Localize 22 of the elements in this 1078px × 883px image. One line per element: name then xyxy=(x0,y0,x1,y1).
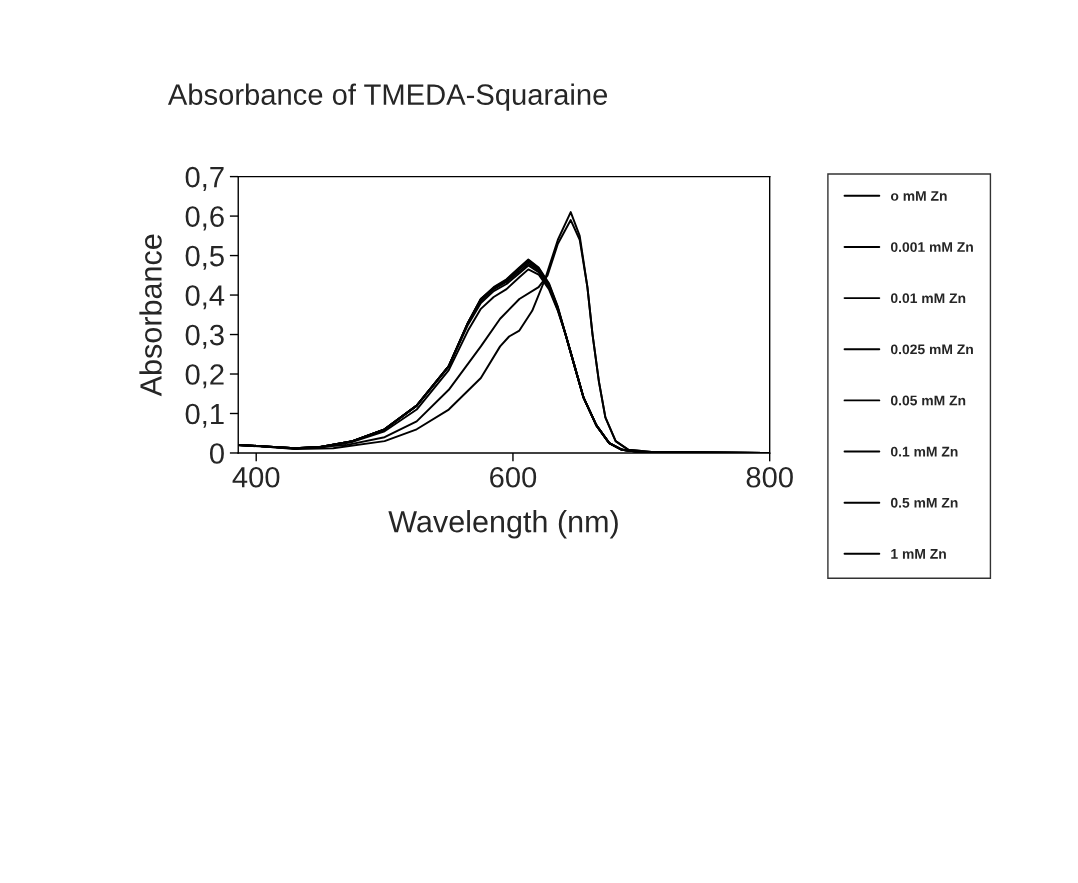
chart-title: Absorbance of TMEDA-Squaraine xyxy=(167,83,608,111)
y-tick-label: 0,7 xyxy=(185,166,224,191)
x-axis-title: Wavelength (nm) xyxy=(388,510,618,539)
legend-label: 0.025 mM Zn xyxy=(890,344,973,355)
y-tick-label: 0 xyxy=(209,443,224,464)
legend-label: 0.01 mM Zn xyxy=(890,293,966,304)
x-tick-label: 600 xyxy=(490,466,537,488)
legend-label: 1 mM Zn xyxy=(891,549,946,559)
legend-label: 0.1 mM Zn xyxy=(890,446,958,457)
y-tick-label: 0,1 xyxy=(185,403,224,428)
legend-label: 0.05 mM Zn xyxy=(890,395,966,406)
x-tick-label: 800 xyxy=(746,466,793,488)
legend-label: 0.5 mM Zn xyxy=(890,497,958,508)
x-tick-label: 400 xyxy=(232,466,280,488)
legend-label: 0.001 mM Zn xyxy=(890,242,973,252)
y-tick-label: 0,3 xyxy=(185,324,224,349)
y-tick-label: 0,5 xyxy=(185,245,224,270)
y-axis-title: Absorbance xyxy=(139,234,162,397)
y-tick-label: 0,6 xyxy=(185,206,224,231)
y-tick-label: 0,4 xyxy=(185,285,225,310)
y-tick-label: 0,2 xyxy=(185,364,224,389)
legend-label: o mM Zn xyxy=(890,191,947,201)
